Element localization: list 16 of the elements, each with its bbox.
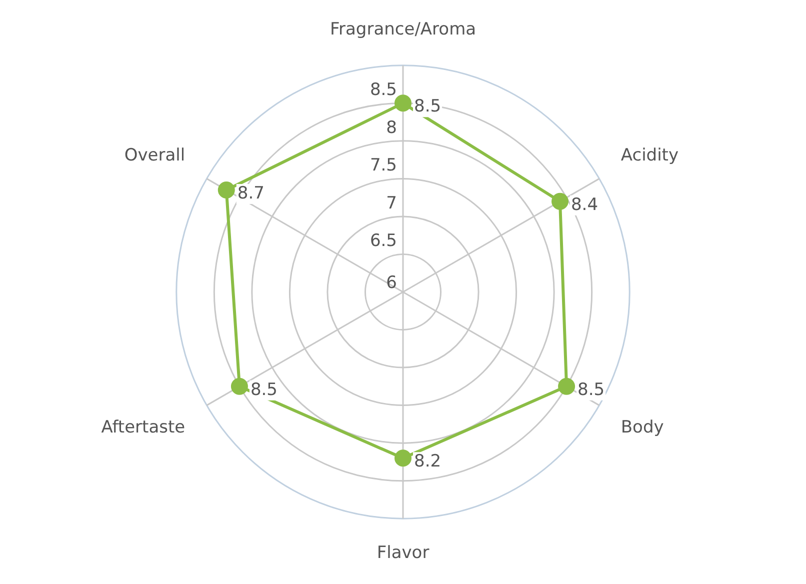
y-tick-label: 6.5 — [370, 231, 397, 252]
y-tick-label: 7 — [386, 193, 397, 214]
spoke-label: Body — [620, 417, 664, 438]
data-label: 8.4 — [570, 194, 598, 215]
data-label: 8.5 — [250, 380, 278, 400]
spoke-label: Flavor — [376, 543, 430, 564]
spoke-label: Acidity — [620, 145, 679, 166]
spoke-label: Aftertaste — [101, 417, 186, 438]
spoke-label: Overall — [124, 145, 186, 166]
data-label: 8.5 — [578, 380, 605, 400]
data-label: 8.2 — [414, 452, 442, 472]
y-tick-label: 7.5 — [370, 156, 397, 176]
spoke-label: Fragrance/Aroma — [330, 20, 476, 40]
data-label: 8.7 — [237, 183, 264, 204]
y-tick-label: 8 — [386, 118, 397, 138]
y-tick-label: 6 — [386, 272, 397, 293]
